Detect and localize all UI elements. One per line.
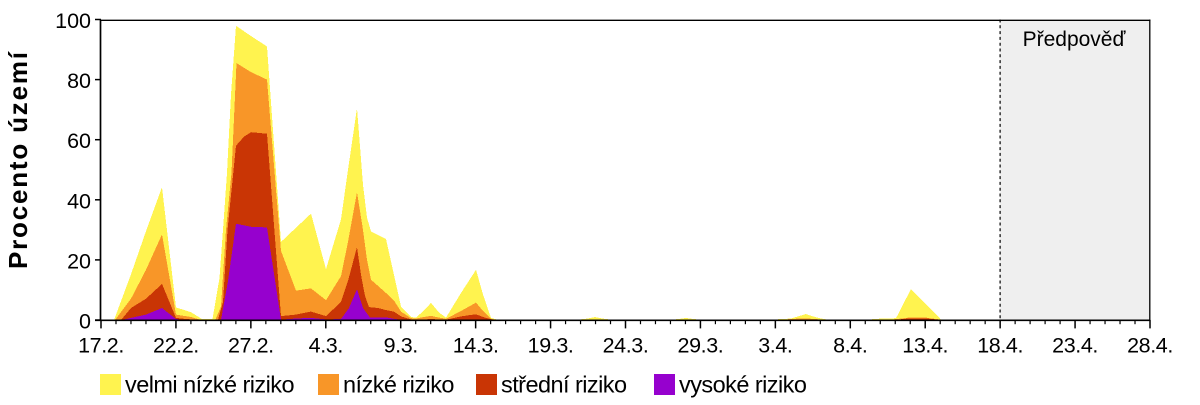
svg-text:Procento území: Procento území — [3, 51, 33, 269]
svg-text:29.3.: 29.3. — [678, 334, 724, 358]
svg-text:Předpověď: Předpověď — [1023, 28, 1127, 51]
svg-text:19.3.: 19.3. — [528, 334, 574, 358]
svg-text:40: 40 — [67, 189, 91, 213]
svg-text:27.2.: 27.2. — [228, 334, 274, 358]
svg-text:17.2.: 17.2. — [78, 334, 124, 358]
svg-text:8.4.: 8.4. — [833, 334, 867, 358]
svg-text:60: 60 — [67, 129, 91, 153]
svg-text:3.4.: 3.4. — [758, 334, 792, 358]
svg-text:4.3.: 4.3. — [309, 334, 343, 358]
svg-text:9.3.: 9.3. — [384, 334, 418, 358]
svg-text:0: 0 — [79, 310, 91, 334]
svg-text:střední riziko: střední riziko — [501, 372, 627, 398]
svg-text:13.4.: 13.4. — [902, 334, 948, 358]
svg-text:vysoké riziko: vysoké riziko — [679, 372, 807, 398]
svg-text:80: 80 — [67, 69, 91, 93]
svg-text:20: 20 — [67, 249, 91, 273]
svg-text:24.3.: 24.3. — [603, 334, 649, 358]
svg-text:22.2.: 22.2. — [153, 334, 199, 358]
svg-text:14.3.: 14.3. — [453, 334, 499, 358]
svg-text:23.4.: 23.4. — [1052, 334, 1098, 358]
svg-text:28.4.: 28.4. — [1127, 334, 1173, 358]
svg-text:velmi nízké riziko: velmi nízké riziko — [125, 372, 294, 398]
svg-text:100: 100 — [55, 9, 91, 33]
svg-text:18.4.: 18.4. — [977, 334, 1023, 358]
svg-text:nízké riziko: nízké riziko — [343, 372, 454, 398]
